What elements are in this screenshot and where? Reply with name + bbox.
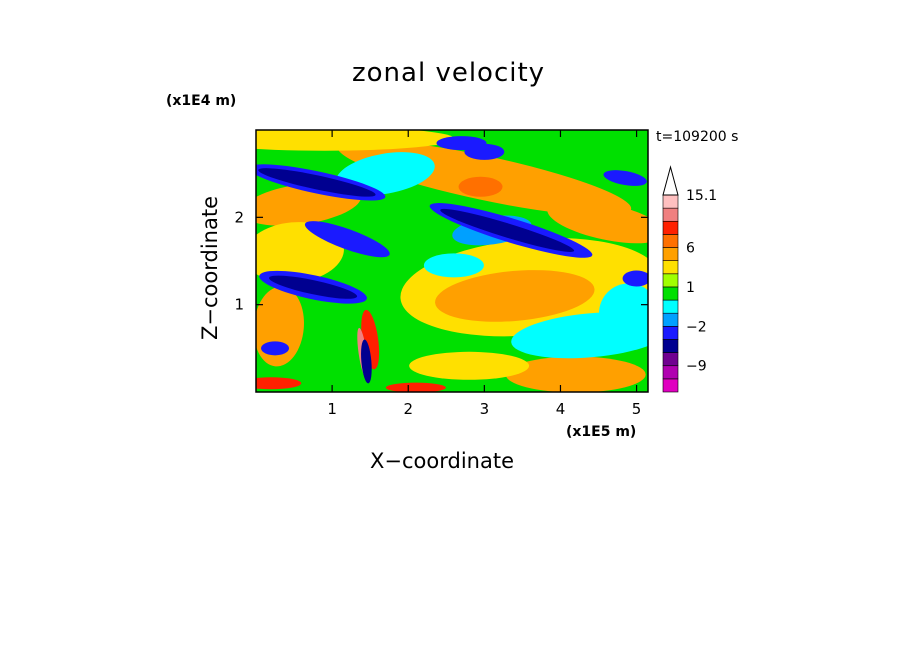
jet [304,221,390,258]
cool-region [423,253,484,278]
time-label: t=109200 s [656,129,739,145]
colorbar-swatch [662,299,679,314]
colorbar-swatch [662,234,679,248]
cool-region [598,283,648,344]
colorbar-swatch [662,260,679,275]
colorbar-tick-label: −2 [686,319,707,335]
velocity-field [256,130,648,392]
jet [361,339,372,384]
warm-band [409,351,530,380]
colorbar-tick-label: 1 [686,280,695,296]
jet [269,275,358,299]
colorbar-swatch [662,378,679,393]
colorbar-swatch [662,326,679,340]
warm-region [435,270,595,322]
y-tick-label: 1 [234,296,244,314]
x-tick-label: 4 [556,400,566,418]
jet [258,168,376,197]
warm-band [505,356,646,392]
colorbar-swatch [662,194,679,209]
x-tick-label: 2 [403,400,413,418]
x-axis-label: X−coordinate [370,449,514,473]
hot-spot [458,176,503,197]
y-tick-label: 2 [234,208,244,226]
warm-band [256,130,455,151]
colorbar: 15.1 6 1 −2 −9 [662,165,717,393]
warm-band [547,200,648,244]
y-unit-label: (x1E4 m) [166,93,237,109]
plot-frame [255,129,649,393]
chart-title: zonal velocity [352,58,546,88]
colorbar-swatch [662,365,679,380]
jet [261,341,290,356]
colorbar-swatch [662,273,679,288]
colorbar-swatch [662,352,679,367]
colorbar-swatch [662,339,679,353]
x-tick-label: 1 [327,400,337,418]
x-unit-label: (x1E5 m) [566,424,637,440]
colorbar-swatch [662,247,679,261]
jet [603,170,647,186]
x-ticks: 1 2 3 4 5 [327,130,641,418]
x-tick-label: 5 [632,400,642,418]
colorbar-tick-label: −9 [686,359,707,375]
colorbar-extend-arrow [662,165,679,196]
colorbar-swatch [662,312,679,327]
colorbar-swatch [662,286,679,301]
jet [440,208,575,252]
x-tick-label: 3 [480,400,490,418]
colorbar-tick-label: 15.1 [686,188,717,204]
y-ticks: 12 [234,208,648,314]
colorbar-swatch [662,220,679,235]
colorbar-swatch [662,207,679,222]
colorbar-tick-label: 6 [686,241,695,257]
hot-spot [385,382,446,392]
jet [436,136,487,151]
hot-spot [256,377,302,390]
jet [622,270,648,287]
